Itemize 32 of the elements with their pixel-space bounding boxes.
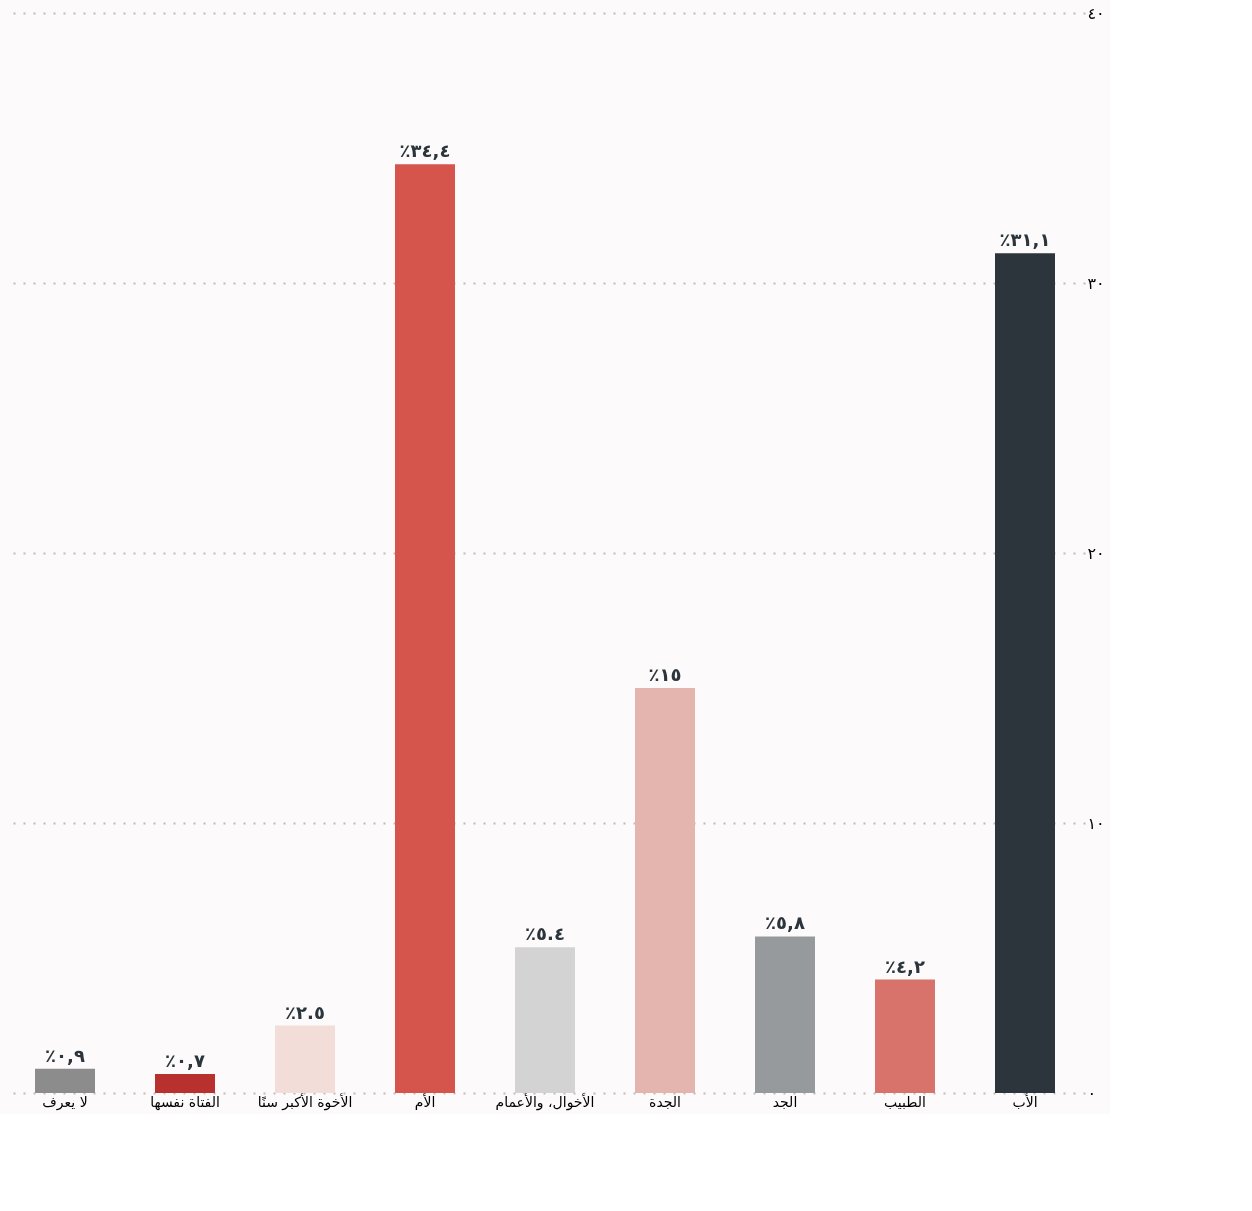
bar [875, 979, 935, 1093]
x-tick-label: الأخوال، والأعمام [495, 1092, 595, 1111]
y-tick-label: ٢٠ [1087, 543, 1105, 563]
bar [995, 253, 1055, 1093]
x-tick-label: الأم [414, 1092, 436, 1110]
data-label: ٪٣٤,٤ [399, 140, 451, 162]
data-label: ٪١٥ [648, 664, 682, 685]
bar [515, 947, 575, 1093]
data-label: ٪٢.٥ [285, 1001, 325, 1023]
data-label: ٪٠,٧ [165, 1050, 205, 1072]
y-tick-label: ٣٠ [1087, 273, 1105, 293]
bar [155, 1074, 215, 1093]
data-label: ٪٥.٤ [525, 923, 565, 945]
data-label: ٪٤,٢ [885, 955, 925, 977]
y-tick-label: ٤٠ [1087, 3, 1105, 23]
bar [395, 164, 455, 1093]
data-label: ٪٠,٩ [45, 1044, 85, 1066]
y-tick-label: ٠ [1087, 1083, 1097, 1103]
x-tick-label: الأب [1012, 1092, 1038, 1110]
data-label: ٪٥,٨ [765, 912, 805, 934]
y-tick-label: ١٠ [1087, 813, 1105, 833]
x-tick-label: الجدة [649, 1093, 681, 1110]
data-label: ٪٣١,١ [999, 229, 1051, 251]
x-tick-label: لا يعرف [42, 1093, 88, 1111]
bar [755, 936, 815, 1093]
x-tick-label: الجد [772, 1093, 798, 1110]
x-tick-label: الأخوة الأكبر سنًا [257, 1092, 353, 1111]
x-tick-label: الفتاة نفسها [150, 1093, 220, 1111]
x-tick-label: الطبيب [884, 1093, 926, 1110]
bar [275, 1025, 335, 1093]
bar [635, 688, 695, 1093]
bar [35, 1068, 95, 1093]
